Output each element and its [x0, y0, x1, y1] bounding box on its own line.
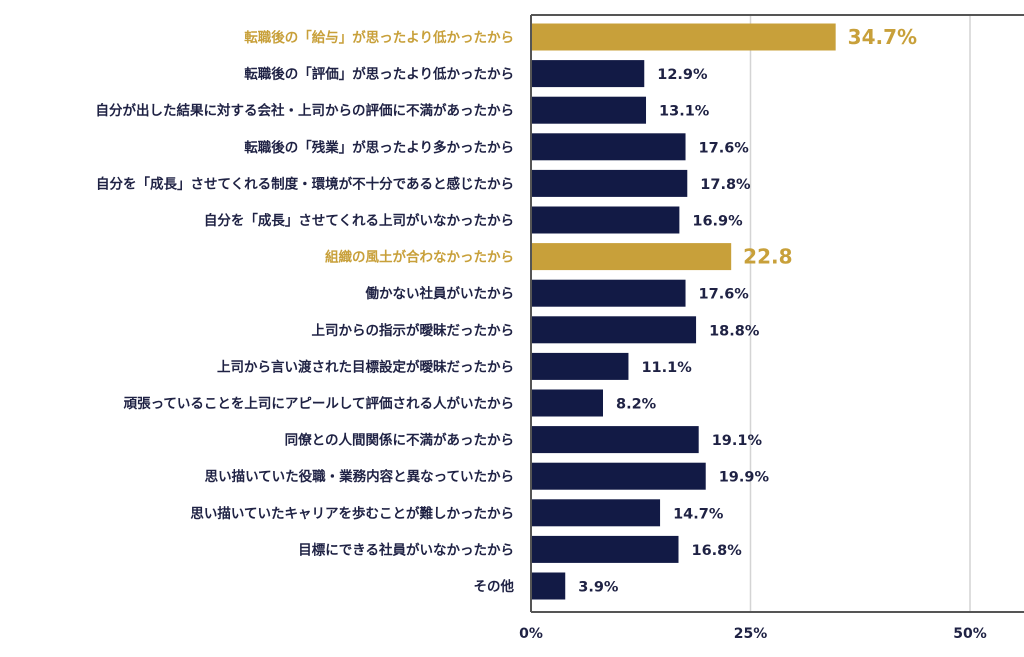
x-tick-label: 50%: [953, 626, 987, 642]
grid-lines: [749, 15, 971, 612]
value-label: 14.7%: [673, 506, 724, 522]
value-label: 19.9%: [719, 470, 770, 486]
value-label: 19.1%: [712, 433, 763, 449]
bar: [531, 96, 647, 124]
category-label: 組織の風土が合わなかったから: [325, 249, 514, 266]
value-label: 8.2%: [616, 397, 657, 413]
bar: [531, 60, 645, 88]
category-label: 働かない社員がいたから: [365, 285, 515, 302]
category-label: 上司から言い渡された目標設定が曖昧だったから: [217, 358, 514, 375]
value-label: 3.9%: [578, 580, 619, 596]
category-label: 転職後の「残業」が思ったより多かったから: [244, 139, 514, 156]
value-label: 18.8%: [709, 323, 760, 339]
x-tick-label: 0%: [519, 626, 543, 642]
value-label: 13.1%: [659, 104, 710, 120]
bar: [531, 169, 688, 197]
x-tick-label: 25%: [734, 626, 768, 642]
value-labels: 34.7% 12.9% 13.1% 17.6% 17.8% 16.9%22.8 17.6% 1…: [578, 25, 917, 596]
value-label: 17.8%: [700, 177, 751, 193]
bar: [531, 23, 836, 51]
value-label: 17.6%: [699, 140, 750, 156]
bar: [531, 535, 679, 563]
value-label: 12.9%: [657, 67, 708, 83]
bars: [531, 23, 836, 600]
category-labels: 転職後の「給与」が思ったより低かったから転職後の「評価」が思ったより低かったから…: [96, 29, 515, 595]
category-label: 自分を「成長」させてくれる制度・環境が不十分であると感じたから: [96, 175, 514, 192]
category-label: 思い描いていた役職・業務内容と異なっていたから: [205, 468, 514, 485]
bar: [531, 206, 680, 234]
category-label: 自分が出した結果に対する会社・上司からの評価に不満があったから: [96, 102, 515, 119]
bar: [531, 243, 732, 271]
category-label: 自分を「成長」させてくれる上司がいなかったから: [204, 212, 514, 229]
axes: [530, 14, 1024, 613]
value-label: 22.8: [743, 245, 792, 269]
value-label: 34.7%: [848, 25, 917, 49]
bar: [531, 316, 697, 344]
bar: [531, 572, 566, 600]
value-label: 16.8%: [692, 543, 743, 559]
category-label: 思い描いていたキャリアを歩むことが難しかったから: [190, 505, 514, 522]
category-label: 目標にできる社員がいなかったから: [298, 541, 514, 558]
category-label: 転職後の「評価」が思ったより低かったから: [244, 66, 514, 83]
value-label: 17.6%: [699, 287, 750, 303]
category-label: 上司からの指示が曖昧だったから: [312, 322, 515, 339]
value-label: 16.9%: [692, 214, 743, 230]
x-tick-labels: 0% 25% 50%: [519, 626, 987, 642]
value-label: 11.1%: [641, 360, 692, 376]
bar: [531, 352, 629, 380]
category-label: 転職後の「給与」が思ったより低かったから: [244, 29, 514, 46]
bar: [531, 389, 603, 417]
category-label: その他: [474, 578, 515, 595]
category-label: 頑張っていることを上司にアピールして評価される人がいたから: [123, 395, 514, 412]
bar: [531, 499, 661, 527]
bar: [531, 133, 686, 161]
bar: [531, 426, 699, 454]
bar: [531, 462, 706, 490]
category-label: 同僚との人間関係に不満があったから: [285, 432, 514, 449]
bar: [531, 279, 686, 307]
